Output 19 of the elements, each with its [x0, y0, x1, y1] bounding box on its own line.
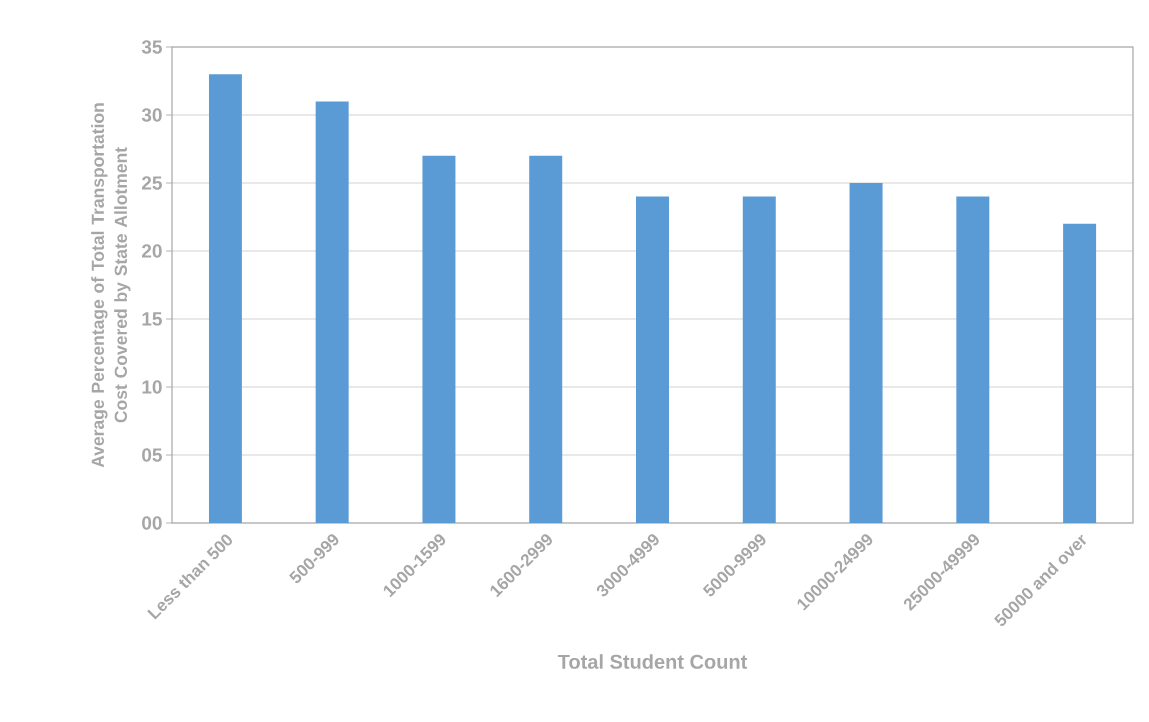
bar: [422, 155, 456, 523]
y-tick-label: 30: [141, 108, 162, 122]
bar: [742, 196, 776, 523]
y-tick-label: 25: [142, 176, 162, 190]
y-tick-label: 05: [142, 448, 162, 462]
y-tick-label: 00: [142, 516, 162, 530]
bar: [1063, 223, 1097, 523]
bar: [208, 74, 242, 523]
y-tick-label: 35: [141, 40, 162, 54]
y-tick-label: 10: [142, 380, 162, 394]
y-tick-label: 15: [142, 312, 162, 326]
bar: [315, 101, 349, 523]
bar: [956, 196, 990, 523]
y-axis-title: Average Percentage of Total Transportation Cost Covered by State Allotment: [91, 103, 131, 468]
y-tick-label: 20: [142, 244, 162, 258]
bar: [849, 182, 883, 523]
bar: [636, 196, 669, 523]
x-axis-title: Total Student Count: [557, 654, 748, 669]
bar: [529, 155, 563, 523]
